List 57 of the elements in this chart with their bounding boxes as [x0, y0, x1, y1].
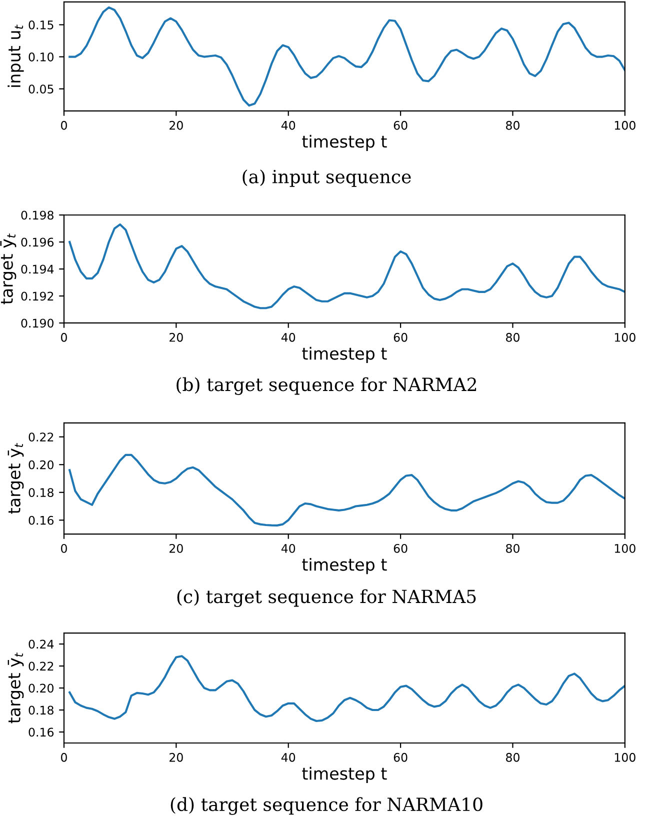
- line-series: [68, 6, 625, 107]
- y-axis-title: target ȳ$_{t}$: [8, 652, 24, 724]
- x-axis-title: timestep t: [302, 766, 387, 784]
- x-tick-label: 60: [394, 544, 408, 553]
- x-tick-label: 0: [61, 120, 67, 130]
- x-tick-label: 80: [506, 752, 520, 762]
- x-axis-title: timestep t: [302, 558, 387, 574]
- line-series: [68, 223, 625, 310]
- y-axis-title: input u$_{t}$: [8, 24, 24, 87]
- x-tick-label: 0: [61, 752, 67, 762]
- y-tick-label: 0.20: [28, 460, 54, 470]
- x-axis-title: timestep t: [302, 346, 387, 364]
- line-series: [68, 454, 625, 526]
- x-tick-label: 100: [614, 752, 636, 762]
- x-tick-label: 80: [506, 544, 520, 553]
- x-tick-label: 20: [170, 752, 183, 762]
- y-tick-label: 0.24: [28, 640, 54, 649]
- text: (d) target sequence for NARMA10: [170, 797, 482, 815]
- y-tick-label: 0.196: [21, 238, 54, 247]
- x-axis-title: timestep t: [302, 134, 387, 152]
- y-tick-label: 0.190: [21, 318, 54, 328]
- y-tick-label: 0.05: [28, 84, 54, 94]
- x-tick-label: 40: [281, 544, 296, 553]
- x-tick-label: 40: [281, 332, 296, 342]
- x-tick-label: 20: [170, 332, 183, 342]
- text: (c) target sequence for NARMA5: [177, 589, 476, 607]
- y-axis-title: target ȳ$_{t}$: [8, 442, 24, 514]
- y-tick-label: 0.20: [28, 684, 54, 693]
- x-tick-label: 20: [170, 120, 183, 130]
- x-tick-label: 40: [281, 752, 296, 762]
- x-tick-label: 0: [61, 544, 67, 553]
- x-tick-label: 40: [281, 120, 296, 130]
- x-tick-label: 80: [506, 120, 520, 130]
- text: (a) input sequence: [242, 169, 411, 187]
- x-tick-label: 60: [394, 752, 408, 762]
- x-tick-label: 20: [170, 544, 183, 553]
- y-tick-label: 0.192: [21, 292, 54, 301]
- y-tick-label: 0.194: [21, 264, 54, 274]
- y-tick-label: 0.22: [28, 432, 54, 442]
- y-tick-label: 0.15: [28, 20, 54, 30]
- y-axis-title: target ȳ$_{t}$: [0, 233, 16, 304]
- x-tick-label: 0: [61, 332, 67, 342]
- y-tick-label: 0.16: [28, 516, 54, 525]
- y-tick-label: 0.16: [28, 728, 54, 737]
- x-tick-label: 100: [614, 544, 636, 553]
- x-tick-label: 100: [614, 332, 636, 342]
- x-tick-label: 100: [614, 120, 636, 130]
- y-tick-label: 0.18: [28, 706, 54, 715]
- y-tick-label: 0.10: [28, 52, 54, 62]
- text: (b) target sequence for NARMA2: [176, 377, 476, 395]
- y-tick-label: 0.18: [28, 488, 54, 498]
- x-tick-label: 60: [394, 332, 408, 342]
- y-tick-label: 0.198: [21, 210, 54, 220]
- x-tick-label: 80: [506, 332, 520, 342]
- y-tick-label: 0.22: [28, 662, 54, 671]
- x-tick-label: 60: [394, 120, 408, 130]
- line-series: [68, 655, 625, 722]
